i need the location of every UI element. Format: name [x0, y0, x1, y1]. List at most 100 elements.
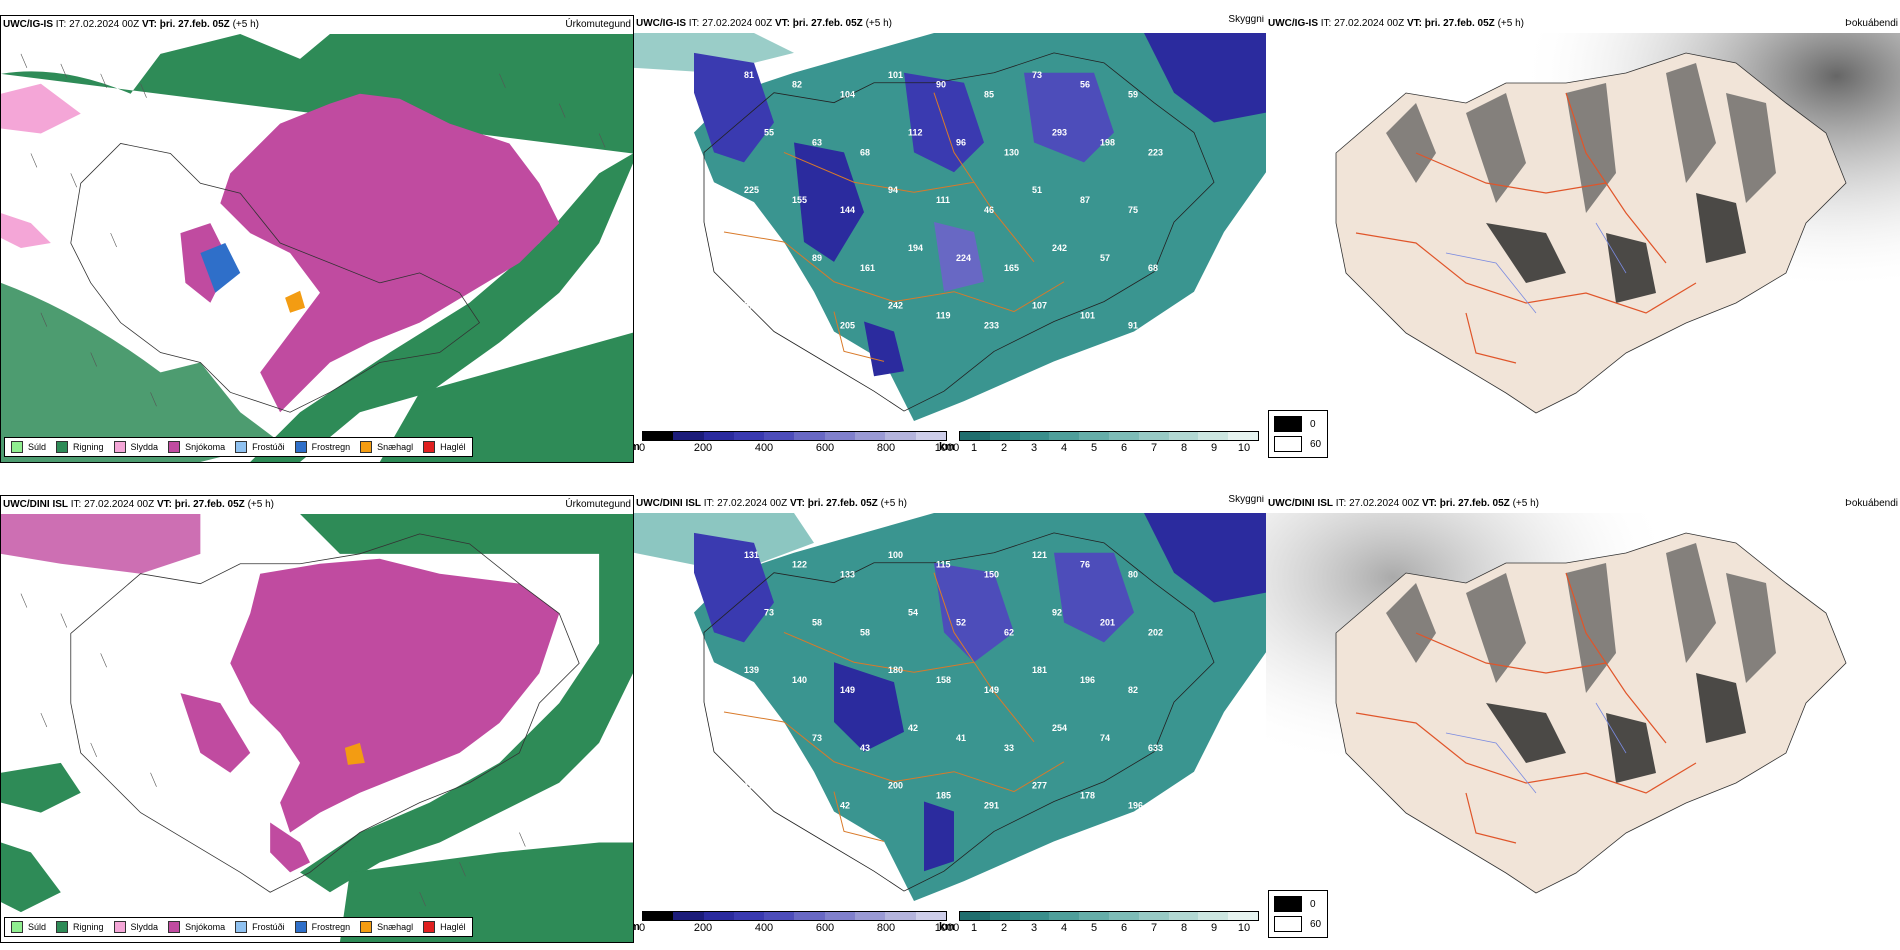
fog-panel-bottom: UWC/DINI ISL IT: 27.02.2024 00Z VT: þri.… [1266, 495, 1900, 943]
legend-label: Frostúði [252, 442, 285, 452]
visibility-value: 155 [792, 195, 807, 205]
visibility-value: 293 [1052, 128, 1067, 138]
scale-tick: 600 [815, 442, 835, 454]
it-time: 27.02.2024 00Z [1349, 498, 1420, 509]
scale-cell [960, 912, 990, 920]
it-label: IT: [703, 498, 715, 509]
visibility-value: 254 [1052, 723, 1067, 733]
legend-label: Frostúði [252, 922, 285, 932]
scale-cell [1228, 432, 1258, 440]
legend-swatch [360, 921, 373, 933]
visibility-value: 59 [1128, 90, 1138, 100]
scale-tick: 4 [1060, 442, 1068, 454]
vt-time: þri. 27.feb. 05Z [1424, 18, 1495, 29]
panel-header: UWC/IG-IS IT: 27.02.2024 00Z VT: þri. 27… [1268, 17, 1898, 31]
visibility-value: 150 [984, 570, 999, 580]
legend-white-value: 60 [1310, 918, 1322, 930]
panel-header: UWC/IG-IS IT: 27.02.2024 00Z VT: þri. 27… [3, 18, 631, 32]
scale-tick: 4 [1060, 922, 1068, 934]
scale-cell [733, 912, 765, 920]
visibility-value: 101 [1080, 311, 1095, 321]
legend-item: Snæhagl [360, 921, 413, 933]
scale-tick: 200 [693, 442, 713, 454]
visibility-value: 205 [840, 321, 855, 331]
it-time: 27.02.2024 00Z [702, 18, 773, 29]
scale-cell [1049, 912, 1080, 920]
visibility-value: 56 [1080, 80, 1090, 90]
vt-time: þri. 27.feb. 05Z [174, 499, 245, 510]
visibility-value: 58 [812, 617, 822, 627]
vt-label: VT: [141, 19, 157, 30]
scale-tick: 7 [1150, 442, 1158, 454]
legend-label: Snæhagl [377, 442, 414, 452]
visibility-value: 149 [840, 685, 855, 695]
visibility-value: 196 [1128, 801, 1143, 811]
legend-item: Haglél [423, 921, 466, 933]
vis-panel-bottom: UWC/DINI ISL IT: 27.02.2024 00Z VT: þri.… [634, 495, 1266, 943]
scale-tick: 600 [815, 922, 835, 934]
visibility-value: 68 [860, 147, 870, 157]
legend-swatch [235, 441, 248, 453]
legend-label: Snjókoma [185, 922, 226, 932]
legend-label: Frostregn [311, 442, 351, 452]
scale-cell [643, 432, 674, 440]
visibility-value: 69 [792, 791, 802, 801]
legend-swatch [113, 921, 126, 933]
forecast-offset: (+5 h) [1512, 498, 1539, 509]
visibility-value: 223 [1148, 147, 1163, 157]
visibility-value: 180 [888, 665, 903, 675]
scale-vis-km: 1 2 3 4 5 6 7 8 9 10 km [939, 431, 1259, 461]
panel-title: Þokuábendi [1845, 18, 1898, 29]
legend-item: Snæhagl [360, 441, 413, 453]
forecast-offset: (+5 h) [865, 18, 892, 29]
legend-item: Slydda [113, 441, 158, 453]
scale-tick: 200 [693, 922, 713, 934]
legend-black-swatch [1274, 416, 1302, 432]
visibility-value: 633 [1148, 743, 1163, 753]
scale-tick: 8 [1180, 922, 1188, 934]
scale-tick: 400 [754, 922, 774, 934]
visibility-value: 82 [792, 80, 802, 90]
panel-header: UWC/IG-IS IT: 27.02.2024 00Z VT: þri. 27… [636, 15, 1264, 31]
precip-panel-top: UWC/IG-IS IT: 27.02.2024 00Z VT: þri. 27… [0, 15, 634, 463]
legend-black-value: 0 [1310, 898, 1316, 910]
visibility-value: 73 [812, 733, 822, 743]
precip-legend: Súld Rigning Slydda Snjókoma Frostúði Frostre… [4, 917, 473, 937]
visibility-value: 87 [1080, 195, 1090, 205]
visibility-value: 181 [1032, 665, 1047, 675]
visibility-value: 158 [936, 675, 951, 685]
legend-label: Rigning [73, 922, 104, 932]
visibility-value: 51 [1032, 185, 1042, 195]
visibility-map: 81 82 104 101 90 85 73 56 59 55 63 68 112 96 130 293 198… [634, 33, 1266, 431]
legend-label: Slydda [130, 922, 159, 932]
scale-bar [959, 431, 1259, 441]
legend-item: Frostúði [235, 921, 285, 933]
scale-cell [764, 432, 795, 440]
scale-bar [959, 911, 1259, 921]
scale-unit: km [939, 921, 955, 933]
legend-swatch [168, 921, 181, 933]
visibility-value: 80 [1128, 570, 1138, 580]
panel-title: Skyggni [1228, 15, 1264, 25]
visibility-value: 133 [840, 570, 855, 580]
visibility-value: 94 [888, 185, 898, 195]
scale-cell [1228, 912, 1258, 920]
scale-tick: 3 [1030, 442, 1038, 454]
visibility-value: 76 [1080, 560, 1090, 570]
legend-swatch [11, 921, 23, 933]
visibility-map: 131 122 133 100 115 150 121 76 80 73 58 58 54 52 62 92 2… [634, 513, 1266, 911]
legend-label: Snæhagl [377, 922, 414, 932]
visibility-value: 233 [984, 321, 999, 331]
visibility-value: 178 [1080, 791, 1095, 801]
it-time: 27.02.2024 00Z [69, 19, 140, 30]
legend-swatch [423, 921, 436, 933]
visibility-value: 100 [888, 550, 903, 560]
visibility-value: 101 [888, 70, 903, 80]
visibility-value: 73 [1032, 70, 1042, 80]
legend-item: Súld [11, 921, 46, 933]
legend-swatch [168, 441, 181, 453]
visibility-value: 41 [956, 733, 966, 743]
visibility-value: 91 [1128, 321, 1138, 331]
scale-tick: 2 [1000, 922, 1008, 934]
scale-cell [1019, 432, 1050, 440]
